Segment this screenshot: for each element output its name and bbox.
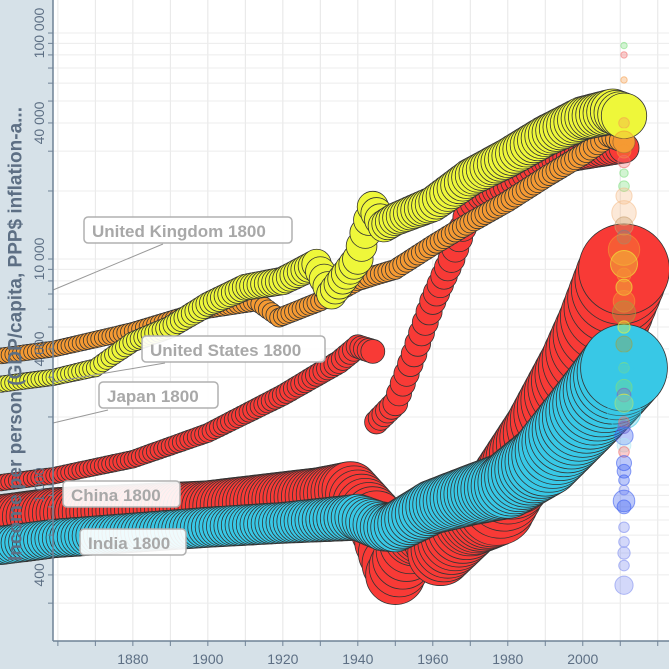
country-bubble[interactable]	[618, 474, 630, 486]
y-tick-label: 10 000	[31, 237, 47, 280]
annotation-label: United Kingdom 1800	[92, 222, 266, 241]
country-bubble[interactable]	[614, 393, 634, 413]
country-bubble[interactable]	[619, 168, 629, 178]
country-bubble[interactable]	[618, 362, 630, 374]
country-bubble[interactable]	[617, 546, 631, 560]
annotations: United Kingdom 1800 United States 1800 J…	[52, 216, 326, 556]
bubble[interactable]	[578, 223, 669, 316]
other-countries-2011	[606, 41, 642, 595]
y-axis-title: Income per person (GDP/capita, PPP$ infl…	[5, 107, 27, 561]
country-bubble[interactable]	[614, 216, 634, 236]
country-bubble[interactable]	[616, 143, 632, 159]
annotation-label: Japan 1800	[107, 387, 199, 406]
x-tick-label: 1980	[492, 651, 523, 667]
country-bubble[interactable]	[616, 455, 633, 472]
x-tick-label: 1920	[267, 651, 298, 667]
country-bubble[interactable]	[615, 187, 633, 205]
annotation-label: China 1800	[71, 486, 161, 505]
country-bubble[interactable]	[606, 394, 642, 430]
country-bubble[interactable]	[616, 437, 632, 453]
y-tick-label: 4 000	[31, 331, 47, 366]
country-bubble[interactable]	[620, 51, 628, 59]
country-bubble[interactable]	[616, 499, 632, 515]
annotation-label: United States 1800	[150, 341, 301, 360]
bubble[interactable]	[360, 339, 386, 364]
country-bubble[interactable]	[617, 420, 631, 434]
annotation-japan-1800[interactable]: Japan 1800	[52, 381, 219, 424]
country-bubble[interactable]	[620, 76, 628, 84]
bubble-trails	[0, 88, 669, 605]
annotation-china-1800[interactable]: China 1800	[62, 480, 181, 508]
country-bubble[interactable]	[616, 351, 632, 367]
y-tick-label: 100 000	[31, 8, 47, 59]
annotation-united-states-1800[interactable]: United States 1800	[52, 335, 326, 383]
country-bubble[interactable]	[610, 250, 639, 279]
country-bubble[interactable]	[618, 521, 630, 534]
x-tick-label: 1940	[342, 651, 373, 667]
country-bubble[interactable]	[620, 41, 628, 50]
country-bubble[interactable]	[616, 463, 632, 479]
country-bubble[interactable]	[611, 300, 637, 325]
y-tick-label: 400	[31, 563, 47, 587]
y-tick-label: 1 000	[31, 467, 47, 502]
country-bubble[interactable]	[610, 363, 638, 391]
country-bubble[interactable]	[614, 575, 634, 595]
annotation-united-kingdom-1800[interactable]: United Kingdom 1800	[52, 216, 293, 291]
country-bubble[interactable]	[607, 233, 641, 266]
country-bubble[interactable]	[612, 489, 636, 513]
x-tick-label: 1960	[417, 651, 448, 667]
country-bubble[interactable]	[617, 154, 631, 169]
country-bubble[interactable]	[618, 446, 630, 458]
country-bubble[interactable]	[616, 267, 632, 283]
x-tick-label: 2000	[567, 651, 598, 667]
annotation-india-1800[interactable]: India 1800	[79, 528, 187, 556]
country-bubble[interactable]	[618, 416, 630, 428]
country-bubble[interactable]	[615, 335, 633, 353]
axes: 1880 1900 1920 1940 1960 1980 2000 400 1 000 4 00…	[31, 0, 669, 667]
country-bubble[interactable]	[618, 117, 630, 129]
x-tick-label: 1900	[192, 651, 223, 667]
country-bubble[interactable]	[618, 536, 630, 548]
country-bubble[interactable]	[618, 559, 630, 572]
y-tick-label: 40 000	[31, 101, 47, 144]
x-tick-label: 1880	[117, 651, 148, 667]
annotation-label: India 1800	[88, 534, 170, 553]
country-bubble[interactable]	[617, 320, 631, 334]
trail-united-states	[0, 88, 648, 393]
country-bubble[interactable]	[616, 229, 632, 245]
